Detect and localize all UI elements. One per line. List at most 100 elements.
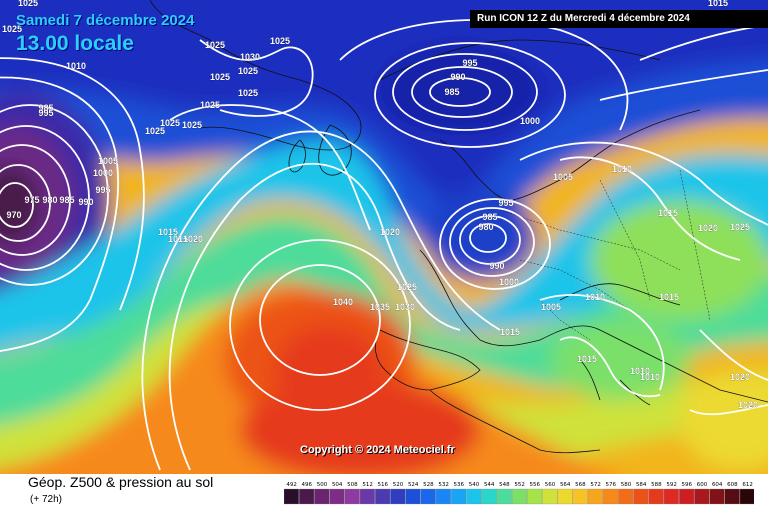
isobar-label: 1025 — [270, 36, 290, 46]
legend-label: 540 — [469, 482, 480, 488]
isobar-label: 1000 — [499, 277, 519, 287]
legend-swatch — [603, 488, 619, 505]
isobar-label: 1020 — [698, 223, 718, 233]
isobar-label: 1015 — [158, 227, 178, 237]
legend-swatch — [633, 488, 649, 505]
forecast-time: 13.00 locale — [16, 32, 134, 55]
legend-label: 524 — [408, 482, 419, 488]
legend-swatch — [527, 488, 543, 505]
legend-swatch — [709, 488, 725, 505]
isobar-label: 995 — [38, 108, 53, 118]
isobar-label: 995 — [95, 185, 110, 195]
legend-swatch — [618, 488, 634, 505]
isobar-label: 995 — [498, 198, 513, 208]
isobar-label: 1010 — [66, 61, 86, 71]
isobar-label: 1015 — [708, 0, 728, 8]
legend-label: 516 — [378, 482, 389, 488]
copyright-text: Copyright © 2024 Meteociel.fr — [300, 444, 455, 456]
legend-label: 520 — [393, 482, 404, 488]
legend-label: 536 — [454, 482, 465, 488]
legend-label: 556 — [530, 482, 541, 488]
isobar-label: 1035 — [370, 302, 390, 312]
legend-swatch — [390, 488, 406, 505]
isobar-label: 1005 — [541, 302, 561, 312]
legend-swatch — [496, 488, 512, 505]
legend-label: 496 — [302, 482, 313, 488]
isobar-label: 985 — [59, 195, 74, 205]
legend-label: 560 — [545, 482, 556, 488]
isobar-label: 1025 — [200, 100, 220, 110]
isobar-label: 990 — [450, 72, 465, 82]
legend-swatch — [375, 488, 391, 505]
isobar-label: 1025 — [397, 282, 417, 292]
isobar-label: 985 — [38, 103, 53, 113]
legend-swatch — [329, 488, 345, 505]
isobar-label: 1025 — [145, 126, 165, 136]
legend-swatch — [694, 488, 710, 505]
legend-swatch — [572, 488, 588, 505]
isobar-label: 1020 — [730, 372, 750, 382]
isobar-label: 1025 — [238, 66, 258, 76]
isobar-label: 1005 — [98, 156, 118, 166]
isobar-label: 1030 — [395, 302, 415, 312]
isobar-label: 980 — [42, 195, 57, 205]
legend-swatch — [299, 488, 315, 505]
isobar-label: 1005 — [553, 172, 573, 182]
legend-label: 608 — [727, 482, 738, 488]
isobar-label: 1010 — [585, 292, 605, 302]
isobar-label: 1010 — [630, 366, 650, 376]
legend-swatch — [451, 488, 467, 505]
isobar-label: 1025 — [18, 0, 38, 8]
legend-label: 592 — [666, 482, 677, 488]
legend-swatch — [405, 488, 421, 505]
isobar-label: 1025 — [160, 118, 180, 128]
legend-label: 532 — [438, 482, 449, 488]
legend-label: 528 — [423, 482, 434, 488]
legend-label: 612 — [742, 482, 753, 488]
legend-swatch — [648, 488, 664, 505]
weather-map: 1025 1025 1010 1025 1025 1030 1025 1025 1025 1025… — [0, 0, 768, 474]
isobar-label: 990 — [78, 197, 93, 207]
isobar-label: 1015 — [659, 292, 679, 302]
legend-label: 576 — [606, 482, 617, 488]
legend-swatch — [344, 488, 360, 505]
legend-swatch — [663, 488, 679, 505]
isobar-label: 1000 — [520, 116, 540, 126]
isobar-label: 1010 — [612, 164, 632, 174]
isobar-label: 1025 — [2, 24, 22, 34]
color-legend: 492 496 500 504 508 512 516 520 524 528 532 536 540 5… — [284, 482, 754, 505]
isobar-label: 970 — [6, 210, 21, 220]
legend-label: 552 — [514, 482, 525, 488]
legend-swatch — [739, 488, 754, 505]
isobar-label: 1000 — [93, 168, 113, 178]
isobar-label: 1020 — [738, 400, 758, 410]
legend-swatch — [284, 488, 299, 505]
legend-swatch — [587, 488, 603, 505]
isobar-label: 1015 — [577, 354, 597, 364]
legend-swatch — [724, 488, 740, 505]
isobar-label: 1025 — [238, 88, 258, 98]
legend-swatch — [679, 488, 695, 505]
coastlines — [149, 0, 768, 454]
isobar-label: 1025 — [205, 40, 225, 50]
isobar-label: 1015 — [500, 327, 520, 337]
legend-label: 504 — [332, 482, 343, 488]
isobar-label: 1020 — [183, 234, 203, 244]
legend-swatch — [557, 488, 573, 505]
isobar-label: 1025 — [730, 222, 750, 232]
legend-label: 500 — [317, 482, 328, 488]
borders — [499, 169, 711, 341]
geopotential-field — [0, 0, 768, 474]
legend-swatch — [542, 488, 558, 505]
isobar-label: 995 — [462, 58, 477, 68]
isobar-label: 985 — [444, 87, 459, 97]
map-title: Géop. Z500 & pression au sol — [28, 474, 214, 490]
legend-label: 604 — [712, 482, 723, 488]
legend-swatch — [511, 488, 527, 505]
legend-label: 564 — [560, 482, 571, 488]
legend-label: 508 — [347, 482, 358, 488]
isobar-label: 990 — [489, 261, 504, 271]
map-footer: Géop. Z500 & pression au sol (+ 72h) 492… — [0, 474, 768, 512]
